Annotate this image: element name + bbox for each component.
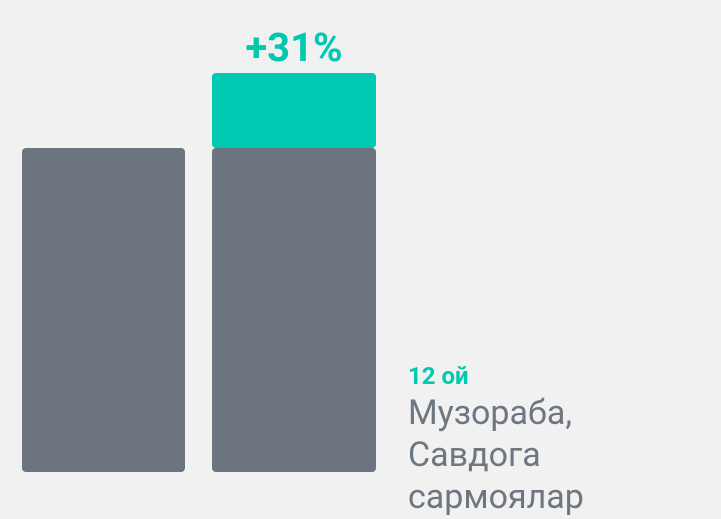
- bar-segment: [212, 147, 376, 473]
- bar-segment: [212, 73, 376, 148]
- annotation-line: Музораба,: [408, 393, 572, 433]
- annotation-line: сармоялар: [408, 477, 584, 517]
- annotation-line: Савдога: [408, 435, 541, 475]
- bar-segment: [22, 147, 185, 473]
- value-label: +31%: [245, 24, 342, 71]
- annotation-title: 12 ой: [408, 362, 469, 390]
